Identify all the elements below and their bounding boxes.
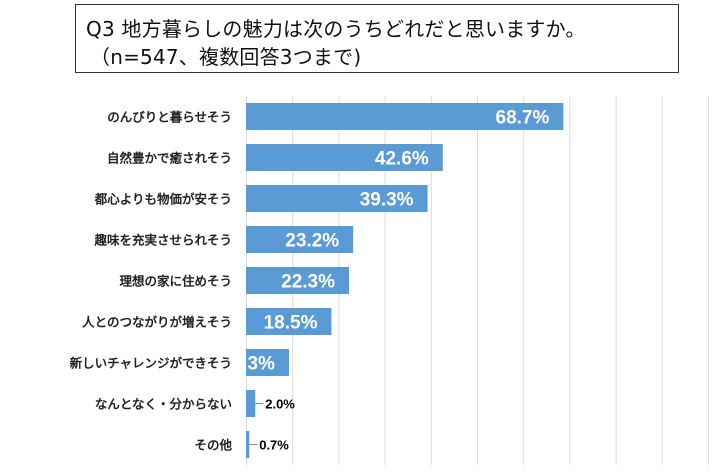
data-label: 9.3% [232,354,275,375]
bar [246,103,564,130]
data-label: 42.6% [375,149,429,170]
bar [246,308,332,335]
chart-title: Q3 地方暮らしの魅力は次のうちどれだと思いますか。 [86,17,586,41]
bar [246,144,443,171]
data-label: 39.3% [360,190,414,211]
category-label: なんとなく・分からない [95,397,232,412]
data-label: 18.5% [264,313,318,334]
bar [246,431,250,458]
bar [246,226,354,253]
category-label: 趣味を充実させられそう [93,233,232,248]
data-label: 2.0% [265,397,295,412]
category-label: 理想の家に住めそう [119,274,232,289]
bar [246,390,256,417]
chart-title-box: Q3 地方暮らしの魅力は次のうちどれだと思いますか。 （n=547、複数回答3つ… [75,4,679,73]
category-label: 都心よりも物価が安そう [94,192,232,207]
data-label: 22.3% [281,272,335,293]
bar [246,349,289,376]
data-label: 0.7% [259,438,289,453]
data-label: 68.7% [496,108,550,129]
bar [246,185,428,212]
category-label: 人とのつながりが増えそう [82,315,232,330]
chart-subtitle: （n=547、複数回答3つまで) [90,45,362,69]
category-label: のんびりと暮らせそう [107,110,232,125]
bar [246,267,350,294]
category-label: 新しいチャレンジができそう [70,356,232,371]
category-label: 自然豊かで癒されそう [107,151,232,166]
category-label: その他 [194,438,232,453]
data-label: 23.2% [285,231,339,252]
